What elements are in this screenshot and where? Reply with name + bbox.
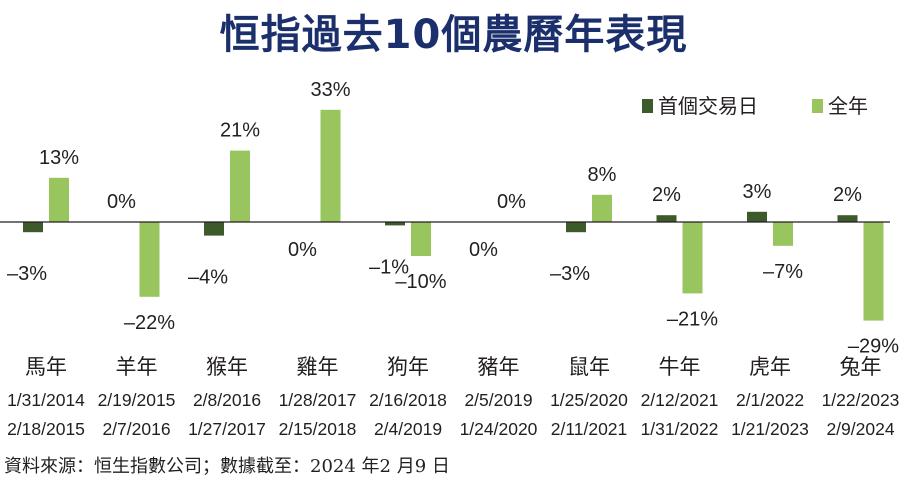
date-end-3: 2/15/2018 [279,419,357,439]
value-label-0-6: –3% [550,263,590,285]
bar-1-1 [139,222,160,297]
category-label-5: 豬年 [478,356,520,379]
date-start-9: 1/22/2023 [822,390,900,410]
value-label-1-0: 13% [39,147,79,169]
category-label-4: 狗年 [387,356,429,379]
date-end-7: 1/31/2022 [641,419,719,439]
value-label-1-1: –22% [124,312,175,334]
value-label-0-2: –4% [188,267,228,289]
value-label-1-4: –10% [395,271,446,293]
bar-1-4 [411,222,431,256]
date-end-0: 2/18/2015 [7,419,85,439]
value-label-0-1: 0% [107,191,136,213]
date-end-8: 1/21/2023 [731,419,809,439]
bar-1-2 [230,150,250,222]
value-label-1-2: 21% [220,120,260,142]
bar-1-6 [592,194,612,222]
category-label-2: 猴年 [206,356,248,379]
legend: 首個交易日 全年 [642,95,868,118]
bar-0-7 [656,215,677,222]
date-start-6: 1/25/2020 [550,390,628,410]
legend-swatch-1 [812,99,823,113]
bar-0-6 [566,222,586,233]
date-start-8: 2/1/2022 [736,390,804,410]
value-label-0-4: –1% [369,256,409,278]
value-label-1-6: 8% [588,164,617,186]
value-label-1-5: 0% [497,191,526,213]
category-label-8: 虎年 [749,356,791,379]
date-start-5: 2/5/2019 [464,390,532,410]
value-label-1-7: –21% [667,308,718,330]
date-start-7: 2/12/2021 [641,390,719,410]
category-label-0: 馬年 [25,356,67,379]
legend-swatch-0 [642,99,653,113]
value-label-0-0: –3% [7,263,47,285]
bar-0-2 [204,222,224,236]
category-labels-group: 馬年 1/31/2014 2/18/2015 羊年 2/19/2015 2/7/2016 猴… [7,356,899,439]
category-label-3: 雞年 [297,356,339,379]
date-end-4: 2/4/2019 [374,419,442,439]
source-note: 資料來源：恒生指數公司；數據截至：2024 年2 月9 日 [4,456,450,477]
bar-1-0 [49,177,69,222]
bar-0-4 [385,222,405,226]
value-label-0-7: 2% [652,184,681,206]
legend-label-1: 全年 [828,95,868,118]
legend-label-0: 首個交易日 [658,95,758,118]
chart-title: 恒指過去10個農曆年表現 [219,12,688,58]
date-end-1: 2/7/2016 [102,419,170,439]
bar-chart: 首個交易日 全年 –3% 13% 0% –22% –4% 21% 0% 33% –1%–10% 0%… [0,79,899,439]
date-end-2: 1/27/2017 [188,419,266,439]
value-label-0-3: 0% [288,239,317,261]
date-start-1: 2/19/2015 [98,390,176,410]
bar-1-7 [682,222,703,294]
category-label-1: 羊年 [116,356,158,379]
date-start-2: 2/8/2016 [193,390,261,410]
category-label-9: 兔年 [840,356,882,379]
value-labels-group: –3% 13% 0% –22% –4% 21% 0% 33% –1%–10% 0% 0% –3% 8% 2… [7,79,899,358]
value-label-0-9: 2% [833,184,862,206]
date-end-9: 2/9/2024 [826,419,894,439]
date-start-4: 2/16/2018 [369,390,447,410]
bar-1-3 [320,109,341,222]
bar-0-8 [747,211,767,222]
bar-0-9 [837,215,858,222]
value-label-1-8: –7% [763,261,803,283]
value-label-1-3: 33% [310,79,350,101]
bar-1-8 [773,222,793,246]
bars-group [23,109,884,321]
bar-0-0 [23,222,43,233]
date-end-6: 2/11/2021 [551,419,628,439]
value-label-1-9: –29% [848,336,899,358]
value-label-0-8: 3% [743,181,772,203]
category-label-6: 鼠年 [568,356,610,379]
bar-1-9 [863,222,884,321]
date-end-5: 1/24/2020 [460,419,538,439]
date-start-3: 1/28/2017 [279,390,357,410]
value-label-0-5: 0% [469,239,498,261]
category-label-7: 牛年 [659,356,701,379]
date-start-0: 1/31/2014 [7,390,85,410]
